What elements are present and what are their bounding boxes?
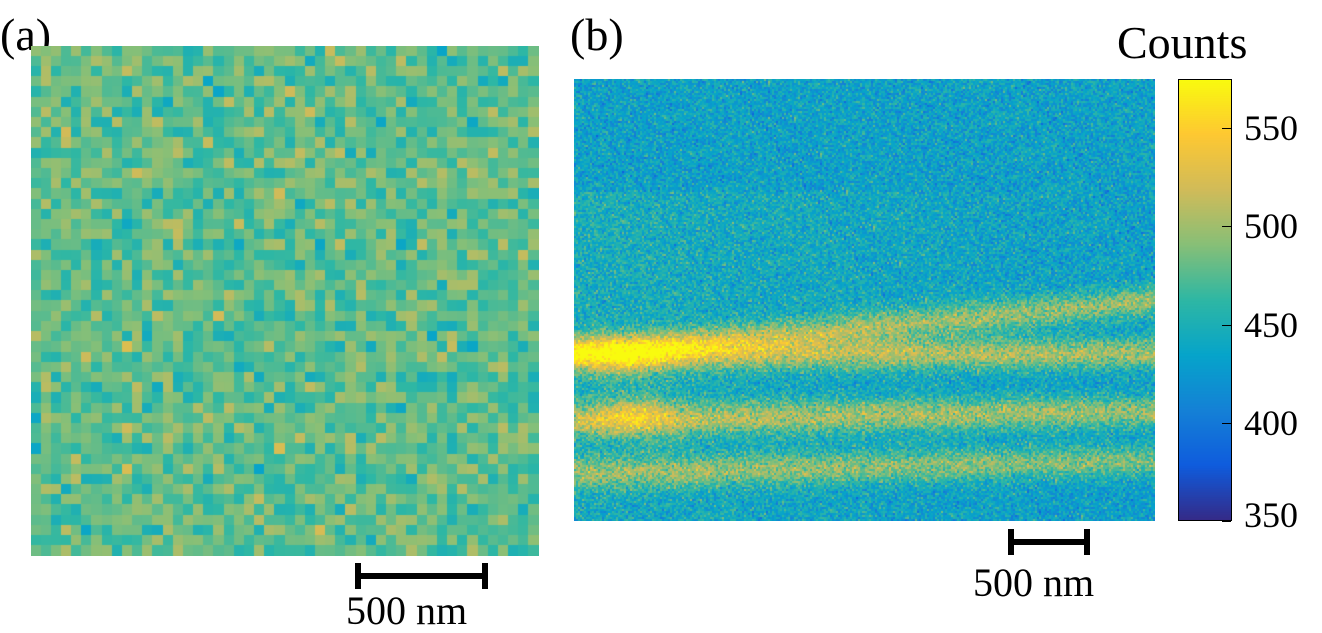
colorbar <box>1178 79 1232 521</box>
colorbar-tick-label: 350 <box>1244 495 1298 535</box>
colorbar-tick <box>1222 226 1231 228</box>
colorbar-tick <box>1222 128 1231 130</box>
counts-map-a <box>31 46 539 556</box>
scalebar-b <box>1008 529 1090 555</box>
colorbar-tick <box>1222 324 1231 326</box>
colorbar-tick-label: 550 <box>1244 108 1298 149</box>
scalebar-a <box>355 563 488 589</box>
colorbar-frame <box>1178 79 1232 521</box>
colorbar-title: Counts <box>1117 17 1248 68</box>
scalebar-a-label: 500 nm <box>346 588 468 633</box>
colorbar-tick-label: 450 <box>1244 304 1298 345</box>
scalebar-b-label: 500 nm <box>973 560 1095 605</box>
panel-b-label: (b) <box>570 9 624 60</box>
colorbar-tick <box>1222 422 1231 424</box>
counts-map-b <box>574 79 1155 521</box>
colorbar-tick-label: 400 <box>1244 402 1298 443</box>
colorbar-tick <box>1222 521 1231 522</box>
colorbar-tick-label: 500 <box>1244 206 1298 247</box>
